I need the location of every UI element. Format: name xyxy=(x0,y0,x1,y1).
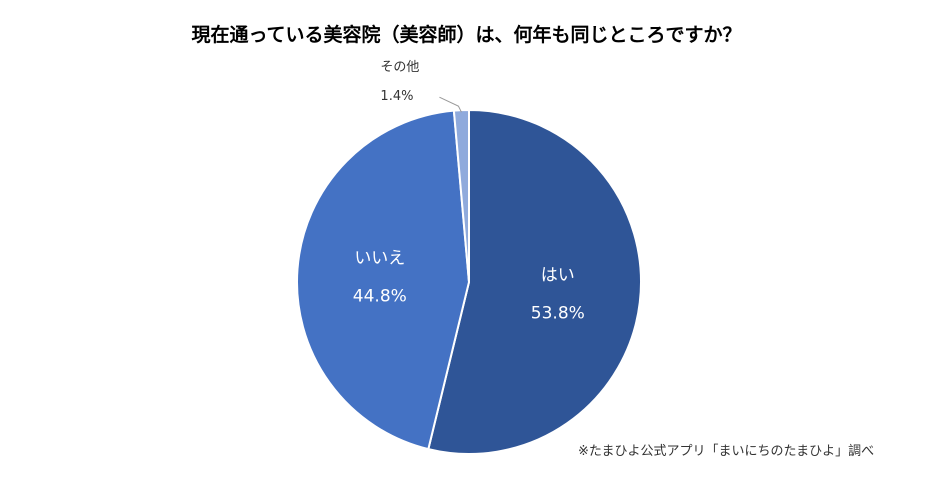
slice-value-label: 1.4% xyxy=(380,89,413,104)
pie-slice-0 xyxy=(427,108,642,455)
pie-slice-2 xyxy=(452,108,470,283)
slice-value-label: 53.8% xyxy=(531,304,585,324)
chart-title: 現在通っている美容院（美容師）は、何年も同じところですか？ xyxy=(191,24,742,46)
source-note: ※たまひよ公式アプリ「まいにちのたまひよ」調べ xyxy=(578,444,875,459)
slice-category-label: いいえ xyxy=(354,248,405,268)
leader-line xyxy=(439,96,462,113)
slice-category-label: その他 xyxy=(380,60,419,75)
slice-category-label: はい xyxy=(541,266,575,286)
pie-slice-1 xyxy=(296,109,471,451)
slice-value-label: 44.8% xyxy=(353,286,407,306)
